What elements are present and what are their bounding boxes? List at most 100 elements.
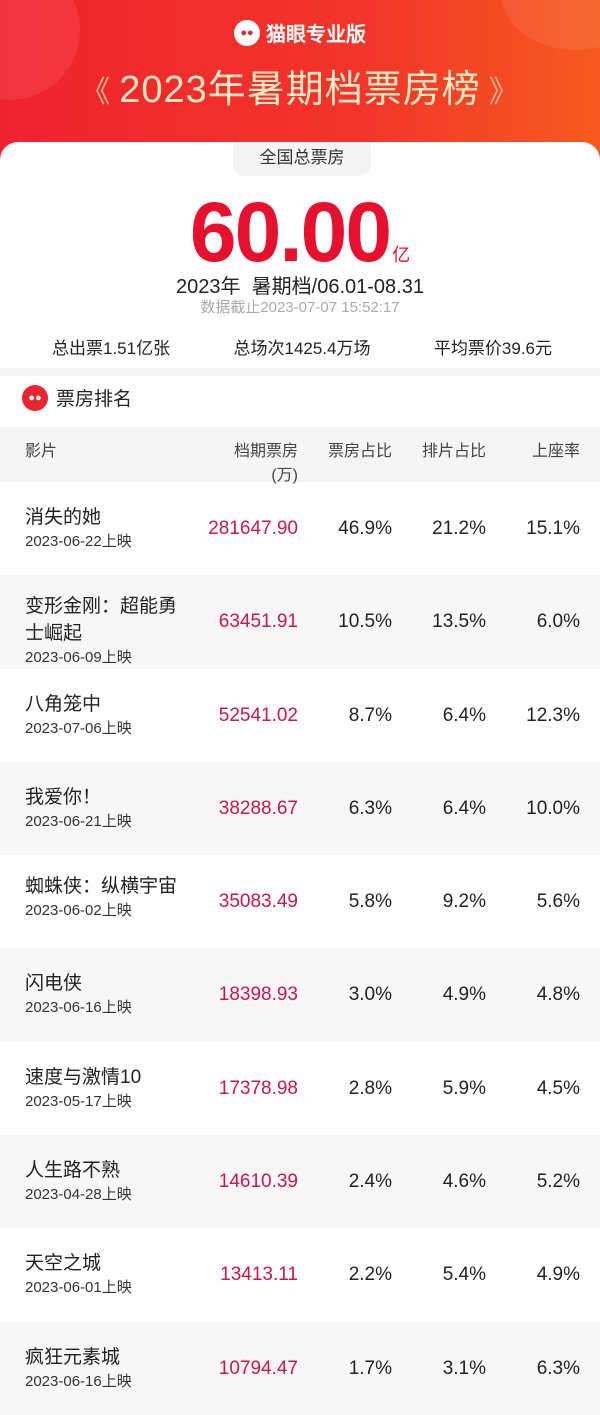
film-name: 速度与激情10 xyxy=(25,1066,142,1088)
box-office: 63451.91 xyxy=(218,611,298,633)
summary-card: 全国总票房 60.00 亿 2023年 暑期档/06.01-08.31 数据截止2… xyxy=(0,142,600,372)
screen-share: 5.9% xyxy=(442,1077,486,1099)
col-box: 档期票房 (万) xyxy=(234,437,298,485)
table-row[interactable]: 消失的她 2023-06-22上映 281647.90 46.9% 21.2% 1… xyxy=(0,482,600,575)
film-name: 人生路不熟 xyxy=(25,1160,121,1182)
period: 2023年 暑期档/06.01-08.31 xyxy=(0,270,600,299)
film-cell: 人生路不熟 2023-04-28上映 xyxy=(25,1157,185,1206)
table-row[interactable]: 我爱你！ 2023-06-21上映 38288.67 6.3% 6.4% 10.0… xyxy=(0,761,600,856)
film-name: 天空之城 xyxy=(25,1253,102,1275)
seat-rate: 5.6% xyxy=(536,891,580,913)
box-office: 281647.90 xyxy=(208,518,298,539)
col-box-label: 档期票房 xyxy=(233,443,298,460)
box-share: 2.8% xyxy=(348,1077,392,1099)
film-cell: 天空之城 2023-06-01上映 xyxy=(25,1250,185,1299)
release-date: 2023-06-01上映 xyxy=(25,1279,132,1297)
box-office: 13413.11 xyxy=(220,1264,298,1286)
box-share: 2.4% xyxy=(348,1171,392,1193)
box-share: 8.7% xyxy=(348,704,392,726)
maoyan-logo-icon: ●● xyxy=(234,19,260,46)
laurel-right-icon: 》 xyxy=(488,76,520,109)
seat-rate: 6.0% xyxy=(536,611,580,633)
film-cell: 蜘蛛侠：纵横宇宙 2023-06-02上映 xyxy=(25,873,180,922)
screen-share: 5.4% xyxy=(442,1264,486,1286)
page-title: 《 2023年暑期档票房榜》 xyxy=(0,58,600,113)
stat-avg-price: 平均票价39.6元 xyxy=(433,339,552,358)
table-row[interactable]: 天空之城 2023-06-01上映 13413.11 2.2% 5.4% 4.9% xyxy=(0,1228,600,1321)
total-unit: 亿 xyxy=(392,245,411,265)
release-date: 2023-04-28上映 xyxy=(25,1186,132,1204)
col-screen: 排片占比 xyxy=(421,443,486,460)
seat-rate: 5.2% xyxy=(536,1171,580,1193)
film-cell: 变形金刚：超能勇士崛起 2023-06-09上映 xyxy=(25,593,180,669)
seat-rate: 10.0% xyxy=(526,797,580,819)
box-office: 14610.39 xyxy=(218,1171,298,1193)
table-row[interactable]: 闪电侠 2023-06-16上映 18398.93 3.0% 4.9% 4.8% xyxy=(0,948,600,1042)
seat-rate: 4.8% xyxy=(536,984,580,1006)
title-text: 2023年暑期档票房榜 xyxy=(119,69,481,111)
table-row[interactable]: 疯狂元素城 2023-06-16上映 10794.47 1.7% 3.1% 6.3… xyxy=(0,1321,600,1415)
as-of-time: 数据截止2023-07-07 15:52:17 xyxy=(200,299,400,316)
section-title: 票房排名 xyxy=(56,389,133,410)
screen-share: 13.5% xyxy=(432,611,486,633)
screen-share: 9.2% xyxy=(442,891,486,913)
box-office: 17378.98 xyxy=(218,1077,298,1099)
release-date: 2023-06-21上映 xyxy=(25,812,132,830)
film-name: 疯狂元素城 xyxy=(25,1346,121,1368)
release-date: 2023-06-16上映 xyxy=(25,1372,132,1390)
box-share: 3.0% xyxy=(348,984,392,1006)
screen-share: 21.2% xyxy=(432,518,486,539)
film-name: 我爱你！ xyxy=(25,786,102,808)
film-name: 蜘蛛侠：纵横宇宙 xyxy=(25,876,178,898)
table-row[interactable]: 八角笼中 2023-07-06上映 52541.02 8.7% 6.4% 12.3… xyxy=(0,669,600,762)
box-share: 10.5% xyxy=(338,611,392,633)
table-row[interactable]: 人生路不熟 2023-04-28上映 14610.39 2.4% 4.6% 5.2… xyxy=(0,1135,600,1229)
film-name: 闪电侠 xyxy=(25,973,83,995)
box-office: 35083.49 xyxy=(218,891,298,913)
film-name: 变形金刚：超能勇士崛起 xyxy=(25,596,178,645)
film-name: 消失的她 xyxy=(25,507,102,528)
film-cell: 我爱你！ 2023-06-21上映 xyxy=(25,784,185,833)
section-header: ●● 票房排名 xyxy=(22,384,132,411)
seat-rate: 12.3% xyxy=(526,704,580,726)
screen-share: 3.1% xyxy=(442,1357,486,1379)
release-date: 2023-07-06上映 xyxy=(25,719,132,737)
seat-rate: 4.9% xyxy=(536,1264,580,1286)
ranking-table: 消失的她 2023-06-22上映 281647.90 46.9% 21.2% 1… xyxy=(0,482,600,1415)
screen-share: 6.4% xyxy=(442,704,486,726)
col-seat: 上座率 xyxy=(531,443,580,460)
film-cell: 速度与激情10 2023-05-17上映 xyxy=(25,1064,185,1113)
box-share: 5.8% xyxy=(348,891,392,913)
seat-rate: 15.1% xyxy=(526,518,580,539)
box-share: 6.3% xyxy=(348,797,392,819)
period-range: 暑期档/06.01-08.31 xyxy=(251,276,424,298)
brand: ●● 猫眼专业版 xyxy=(0,18,600,47)
box-share: 1.7% xyxy=(348,1357,392,1379)
box-office: 10794.47 xyxy=(218,1357,298,1379)
col-box-unit: (万) xyxy=(271,467,298,484)
divider xyxy=(0,368,600,376)
col-film: 影片 xyxy=(25,443,58,460)
release-date: 2023-05-17上映 xyxy=(25,1092,132,1110)
table-row[interactable]: 蜘蛛侠：纵横宇宙 2023-06-02上映 35083.49 5.8% 9.2% … xyxy=(0,855,600,948)
stats-row: 总出票1.51亿张 总场次1425.4万场 平均票价39.6元 xyxy=(0,334,600,359)
film-cell: 消失的她 2023-06-22上映 xyxy=(25,504,185,553)
release-date: 2023-06-09上映 xyxy=(25,649,132,667)
box-office: 18398.93 xyxy=(218,984,298,1006)
seat-rate: 6.3% xyxy=(536,1357,580,1379)
table-row[interactable]: 速度与激情10 2023-05-17上映 17378.98 2.8% 5.9% 4… xyxy=(0,1042,600,1135)
table-row[interactable]: 变形金刚：超能勇士崛起 2023-06-09上映 63451.91 10.5% 1… xyxy=(0,575,600,669)
release-date: 2023-06-02上映 xyxy=(25,902,132,920)
total-box-office: 60.00 亿 xyxy=(0,184,600,281)
seat-rate: 4.5% xyxy=(536,1077,580,1099)
laurel-left-icon: 《 xyxy=(80,76,112,109)
year: 2023年 xyxy=(176,276,241,298)
release-date: 2023-06-16上映 xyxy=(25,999,132,1017)
summary-label: 全国总票房 xyxy=(233,142,371,176)
release-date: 2023-06-22上映 xyxy=(25,533,132,550)
screen-share: 4.9% xyxy=(442,984,486,1006)
film-cell: 疯狂元素城 2023-06-16上映 xyxy=(25,1344,185,1393)
screen-share: 4.6% xyxy=(442,1171,486,1193)
brand-name: 猫眼专业版 xyxy=(266,24,366,46)
banner: ●● 猫眼专业版 《 2023年暑期档票房榜》 xyxy=(0,0,600,160)
